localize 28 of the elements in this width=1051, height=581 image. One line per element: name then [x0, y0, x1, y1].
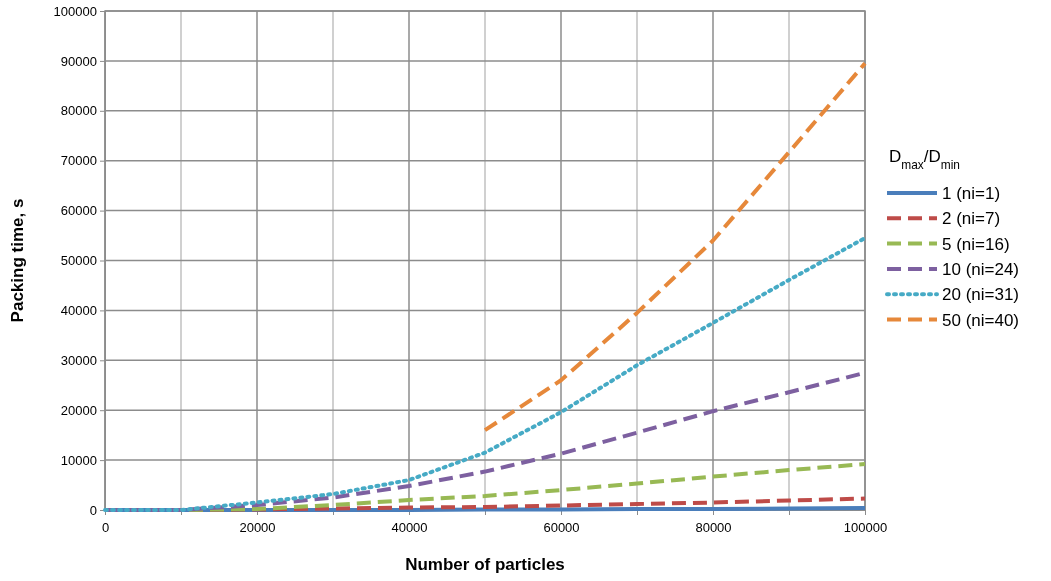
x-tick-label: 100000 [843, 520, 888, 536]
legend-label: 50 (ni=40) [942, 310, 1020, 330]
line-series [483, 61, 867, 433]
y-tick-label: 90000 [60, 53, 97, 69]
legend-title: D$_{max}$/D$_{min}$ [889, 147, 960, 172]
x-tick-label: 20000 [239, 520, 276, 536]
legend-label: 1 (ni=1) [942, 184, 1001, 203]
y-tick-label: 70000 [60, 153, 97, 169]
y-tick-label: 60000 [60, 203, 97, 219]
x-tick-label: 80000 [695, 520, 732, 536]
legend-label: 2 (ni=7) [942, 209, 1001, 229]
y-tick-label: 100000 [53, 3, 97, 19]
line-series [103, 236, 867, 512]
legend-label: 10 (ni=24) [942, 259, 1020, 279]
y-tick-label: 50000 [60, 253, 97, 269]
legend-label: 20 (ni=31) [942, 285, 1020, 305]
legend-label: 5 (ni=16) [942, 234, 1010, 254]
x-tick-label: 60000 [543, 520, 580, 536]
x-tick-label: 40000 [391, 520, 428, 536]
y-tick-label: 10000 [60, 452, 97, 468]
x-axis-title: Number of particles [405, 555, 565, 574]
y-tick-label: 80000 [60, 103, 97, 119]
y-tick-label: 30000 [60, 352, 97, 368]
x-tick-label: 0 [101, 520, 110, 536]
y-tick-label: 20000 [60, 402, 97, 418]
y-tick-label: 40000 [60, 303, 97, 319]
y-tick-label: 0 [89, 502, 97, 518]
y-axis-title: Packing time, s [8, 198, 27, 323]
